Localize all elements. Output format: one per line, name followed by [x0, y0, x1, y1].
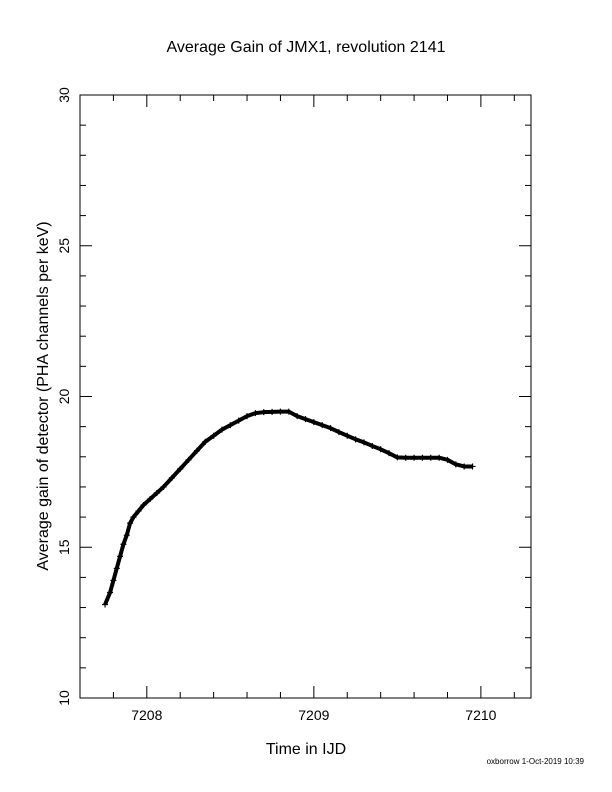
data-point — [369, 442, 376, 449]
data-point — [436, 454, 443, 461]
data-point — [193, 447, 200, 454]
data-point — [218, 426, 225, 433]
data-point — [386, 450, 393, 457]
x-axis-ticks: 7208 7209 7210 — [79, 95, 515, 723]
data-point — [452, 461, 459, 468]
y-tick-label: 15 — [56, 539, 72, 555]
data-point — [160, 483, 167, 490]
data-point — [260, 409, 267, 416]
data-point — [210, 432, 217, 439]
data-point — [227, 422, 234, 429]
x-tick-label: 7208 — [131, 707, 162, 723]
y-axis-label: Average gain of detector (PHA channels p… — [35, 221, 52, 570]
data-point — [469, 463, 476, 470]
data-point — [244, 413, 251, 420]
data-point — [352, 436, 359, 443]
data-point — [147, 496, 154, 503]
data-point — [310, 419, 317, 426]
data-point — [394, 454, 401, 461]
data-point — [117, 553, 124, 560]
data-point — [360, 439, 367, 446]
data-point — [140, 502, 147, 509]
data-point — [427, 454, 434, 461]
data-point — [327, 425, 334, 432]
y-tick-label: 30 — [56, 87, 72, 103]
data-point — [344, 432, 351, 439]
data-point — [252, 410, 259, 417]
x-axis-label: Time in IJD — [266, 741, 346, 758]
plot-frame — [79, 94, 532, 699]
data-point — [120, 541, 127, 548]
data-point — [285, 408, 292, 415]
data-point — [153, 489, 160, 496]
chart-title: Average Gain of JMX1, revolution 2141 — [167, 39, 446, 56]
y-axis-ticks: 10 15 20 25 30 — [56, 87, 531, 706]
data-point — [411, 454, 418, 461]
x-tick-label: 7209 — [298, 707, 329, 723]
y-tick-label: 25 — [56, 238, 72, 254]
data-point — [113, 565, 120, 572]
footer-credit: oxborrow 1-Oct-2019 10:39 — [486, 757, 584, 766]
data-trace — [103, 409, 473, 606]
data-point — [185, 456, 192, 463]
data-point — [123, 532, 130, 539]
data-point — [130, 514, 137, 521]
data-point — [127, 520, 134, 527]
data-point — [402, 454, 409, 461]
data-point — [110, 577, 117, 584]
data-point — [235, 417, 242, 424]
data-point — [177, 465, 184, 472]
y-tick-label: 20 — [56, 389, 72, 405]
x-tick-label: 7210 — [465, 707, 496, 723]
data-point — [319, 422, 326, 429]
data-point — [277, 408, 284, 415]
data-point — [107, 589, 114, 596]
data-point — [168, 474, 175, 481]
data-point — [335, 429, 342, 436]
y-tick-label: 10 — [56, 690, 72, 706]
data-point — [444, 456, 451, 463]
data-point — [202, 438, 209, 445]
data-point — [294, 413, 301, 420]
data-point — [269, 408, 276, 415]
data-point — [302, 416, 309, 423]
data-point — [461, 463, 468, 470]
data-point — [102, 601, 109, 608]
data-point — [419, 454, 426, 461]
data-points — [102, 408, 476, 608]
data-point — [377, 446, 384, 453]
data-point — [135, 508, 142, 515]
